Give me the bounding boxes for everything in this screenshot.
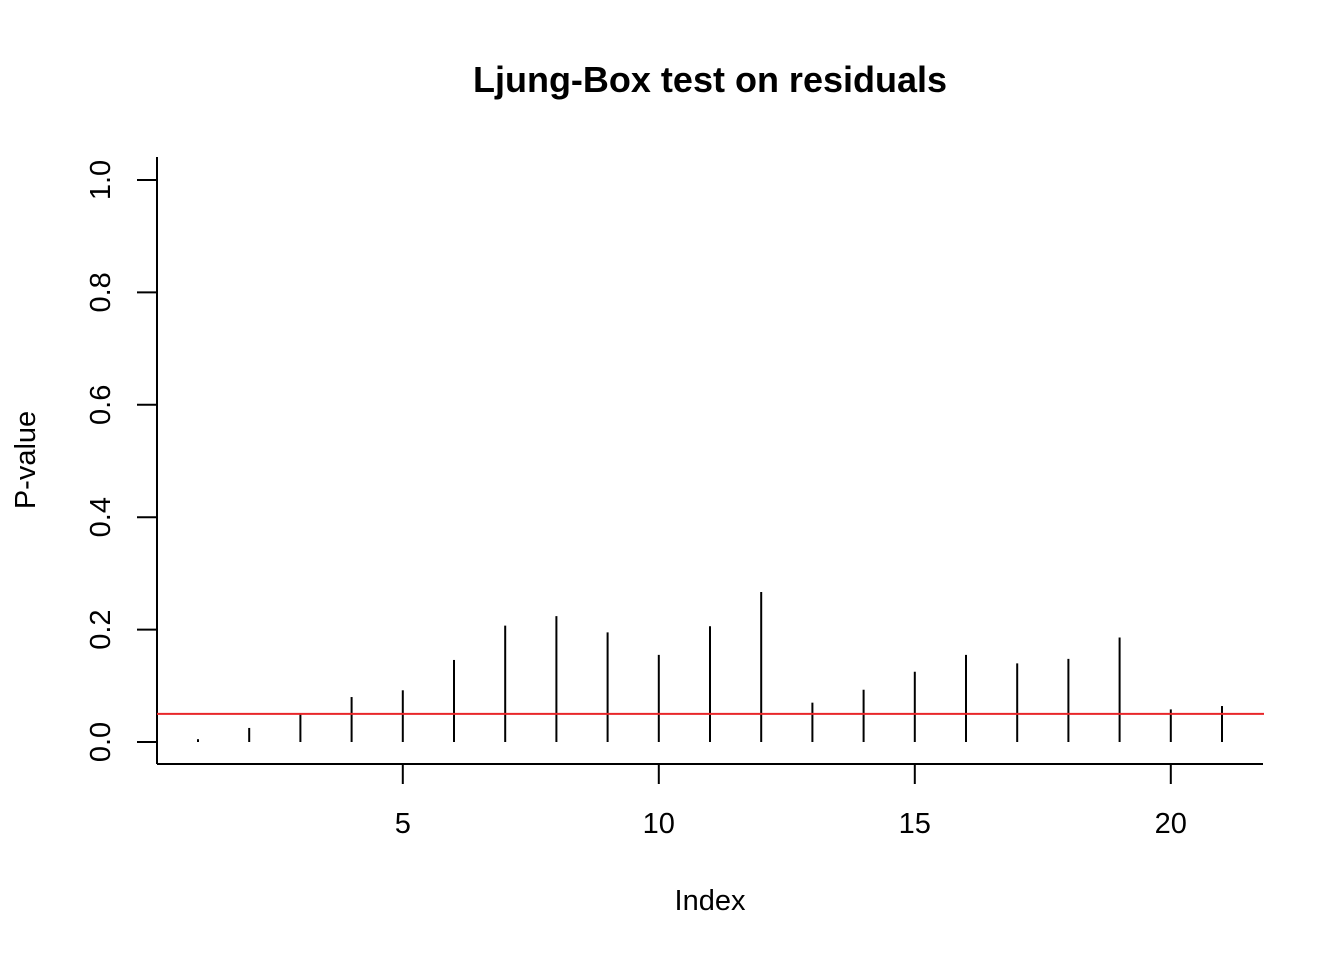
y-ticks: 0.0 0.2 0.4 0.6 0.8 1.0 xyxy=(85,160,157,762)
y-tick-label: 0.8 xyxy=(85,272,117,312)
x-tick-label: 10 xyxy=(643,808,675,840)
y-axis-label: P-value xyxy=(10,411,42,509)
p-value-series xyxy=(197,591,1223,742)
x-tick-label: 5 xyxy=(395,808,411,840)
y-tick-label: 0.4 xyxy=(85,497,117,537)
x-tick-label: 20 xyxy=(1155,808,1187,840)
y-tick-label: 1.0 xyxy=(85,160,117,200)
x-tick-label: 15 xyxy=(899,808,931,840)
x-ticks: 5 10 15 20 xyxy=(395,764,1187,840)
y-tick-label: 0.2 xyxy=(85,609,117,649)
y-tick-label: 0.6 xyxy=(85,385,117,425)
y-tick-label: 0.0 xyxy=(85,722,117,762)
chart-title: Ljung-Box test on residuals xyxy=(473,59,947,100)
x-axis-label: Index xyxy=(675,885,746,917)
